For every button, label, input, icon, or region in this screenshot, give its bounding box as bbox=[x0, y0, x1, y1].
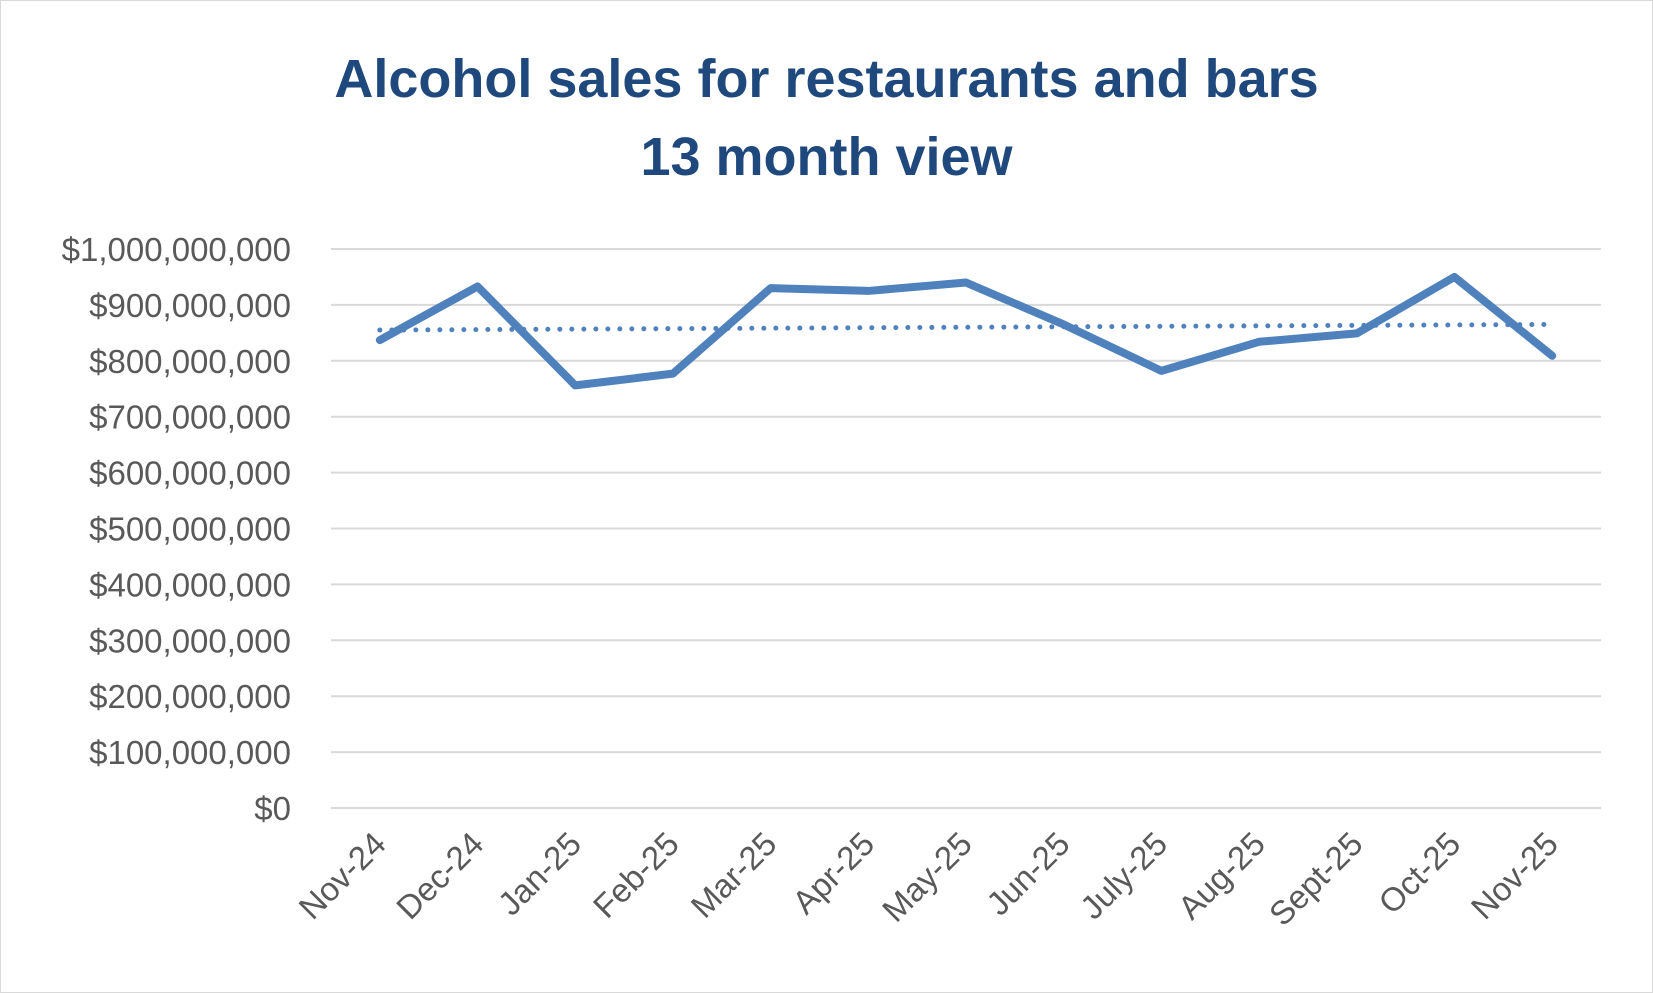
y-tick-label: $700,000,000 bbox=[89, 399, 291, 436]
y-tick-label: $900,000,000 bbox=[89, 287, 291, 324]
y-tick-label: $400,000,000 bbox=[89, 566, 291, 603]
x-tick-label: Aug-25 bbox=[1171, 825, 1272, 926]
series-lines bbox=[375, 272, 1557, 390]
chart-title-block: Alcohol sales for restaurants and bars 1… bbox=[0, 40, 1653, 196]
chart-subtitle: 13 month view bbox=[640, 127, 1013, 187]
y-tick-label: $800,000,000 bbox=[89, 343, 291, 380]
trendline bbox=[377, 321, 1555, 333]
x-tick-label: Oct-25 bbox=[1371, 825, 1467, 921]
y-tick-label: $0 bbox=[254, 790, 291, 827]
chart-title: Alcohol sales for restaurants and bars bbox=[334, 49, 1319, 109]
y-tick-label: $100,000,000 bbox=[89, 734, 291, 771]
x-tick-label: Nov-25 bbox=[1464, 825, 1565, 926]
x-tick-label: Jan-25 bbox=[491, 825, 589, 923]
y-tick-label: $300,000,000 bbox=[89, 622, 291, 659]
x-tick-label: Jun-25 bbox=[979, 825, 1077, 923]
series-line bbox=[375, 272, 1557, 390]
y-tick-label: $200,000,000 bbox=[89, 678, 291, 715]
y-tick-label: $600,000,000 bbox=[89, 455, 291, 492]
x-tick-label: Nov-24 bbox=[291, 825, 392, 926]
trend-line bbox=[377, 321, 1555, 333]
x-tick-label: May-25 bbox=[875, 825, 979, 929]
gridlines bbox=[331, 248, 1601, 809]
x-tick-label: Mar-25 bbox=[683, 825, 783, 925]
y-tick-label: $1,000,000,000 bbox=[62, 231, 291, 268]
x-tick-label: Apr-25 bbox=[785, 825, 881, 921]
x-tick-label: Feb-25 bbox=[586, 825, 686, 925]
x-tick-label: July-25 bbox=[1073, 825, 1174, 926]
x-tick-label: Sept-25 bbox=[1262, 825, 1370, 933]
y-tick-label: $500,000,000 bbox=[89, 511, 291, 548]
x-tick-label: Dec-24 bbox=[389, 825, 490, 926]
y-axis-ticks: $0 $100,000,000 $200,000,000 $300,000,000 $4… bbox=[62, 231, 291, 827]
